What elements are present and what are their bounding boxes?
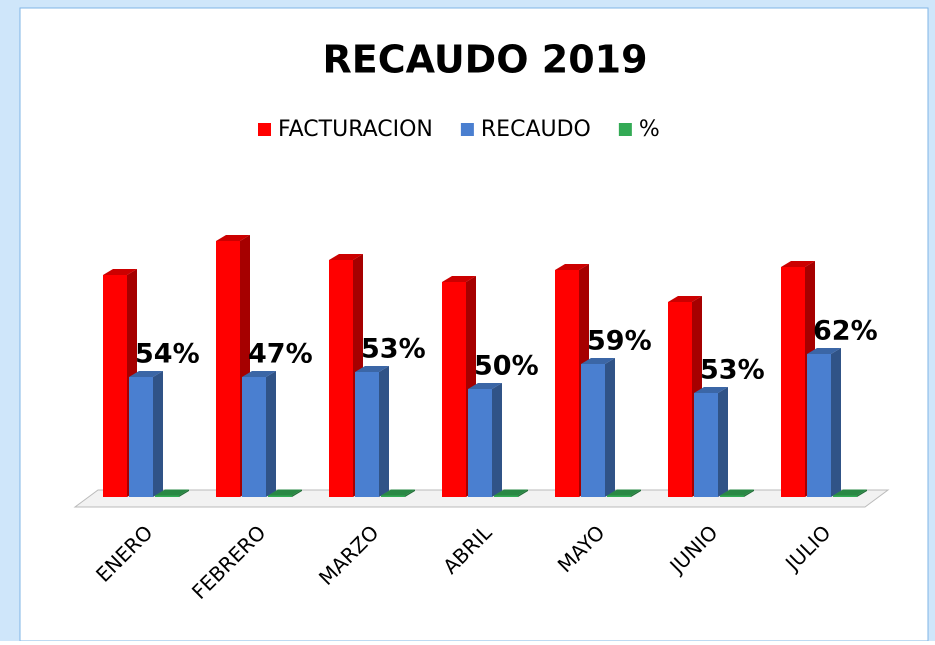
bar-top [807, 348, 841, 354]
bar [807, 348, 841, 497]
bar [607, 489, 641, 497]
data-label: 47% [248, 339, 313, 370]
bar [381, 489, 415, 497]
bar-front [668, 302, 692, 497]
bar-front [468, 389, 492, 497]
bar-side [744, 489, 754, 497]
data-label: 59% [587, 326, 652, 357]
bar [468, 383, 502, 497]
bar-side [857, 489, 867, 497]
bar-top [720, 489, 754, 496]
bar-side [292, 489, 302, 497]
data-label: 53% [361, 334, 426, 365]
bar-top [381, 489, 415, 496]
legend-label: RECAUDO [481, 117, 591, 142]
bar-top [329, 254, 363, 260]
bar-side [718, 387, 728, 497]
bar-front [216, 241, 240, 497]
data-label: 62% [813, 316, 878, 347]
bar [129, 371, 163, 497]
bar-top [781, 261, 815, 267]
data-label: 54% [135, 339, 200, 370]
bar-side [179, 489, 189, 497]
bar [694, 387, 728, 497]
bar-top [442, 276, 476, 282]
bar-top [833, 489, 867, 496]
bar-front [268, 495, 292, 497]
bar-front [781, 267, 805, 497]
bar-side [266, 371, 276, 497]
bar-front [494, 495, 518, 497]
bar-front [242, 377, 266, 497]
legend-label: FACTURACION [278, 117, 433, 142]
bar-top [494, 489, 528, 496]
legend-swatch [618, 123, 632, 136]
bar-top [694, 387, 728, 393]
bar [720, 489, 754, 497]
legend-label: % [639, 117, 660, 142]
bar-front [581, 364, 605, 497]
bar-side [492, 383, 502, 497]
legend-swatch [258, 123, 271, 136]
bar [494, 489, 528, 497]
bar-front [155, 495, 179, 497]
bar [242, 371, 276, 497]
bar-front [442, 282, 466, 497]
bar-top [242, 371, 276, 377]
bar-top [129, 371, 163, 377]
bar-front [355, 372, 379, 497]
bar [833, 489, 867, 497]
bar-side [605, 358, 615, 497]
bar-front [607, 495, 631, 497]
bar-front [555, 270, 579, 497]
bar-top [268, 489, 302, 496]
bar [268, 489, 302, 497]
bar-top [555, 264, 589, 270]
chart-title: RECAUDO 2019 [322, 38, 647, 82]
bar-side [379, 366, 389, 497]
bar [216, 235, 250, 497]
bar-side [831, 348, 841, 497]
bar [355, 366, 389, 497]
bar-top [607, 489, 641, 496]
bar-front [129, 377, 153, 497]
data-label: 53% [700, 355, 765, 386]
bar-top [581, 358, 615, 364]
bar-top [468, 383, 502, 389]
data-label: 50% [474, 351, 539, 382]
bar-side [518, 489, 528, 497]
bar-side [153, 371, 163, 497]
bar-front [833, 495, 857, 497]
legend-swatch [460, 123, 474, 136]
bar-front [807, 354, 831, 497]
bar-side [405, 489, 415, 497]
bar-front [329, 260, 353, 497]
bar [581, 358, 615, 497]
bar-top [216, 235, 250, 241]
bar [155, 489, 189, 497]
bar-front [381, 495, 405, 497]
bar-side [631, 489, 641, 497]
bar-top [103, 269, 137, 275]
bar-front [720, 495, 744, 497]
bar-front [103, 275, 127, 497]
bar-front [694, 393, 718, 497]
bar-top [355, 366, 389, 372]
bar-top [155, 489, 189, 496]
bar-top [668, 296, 702, 302]
